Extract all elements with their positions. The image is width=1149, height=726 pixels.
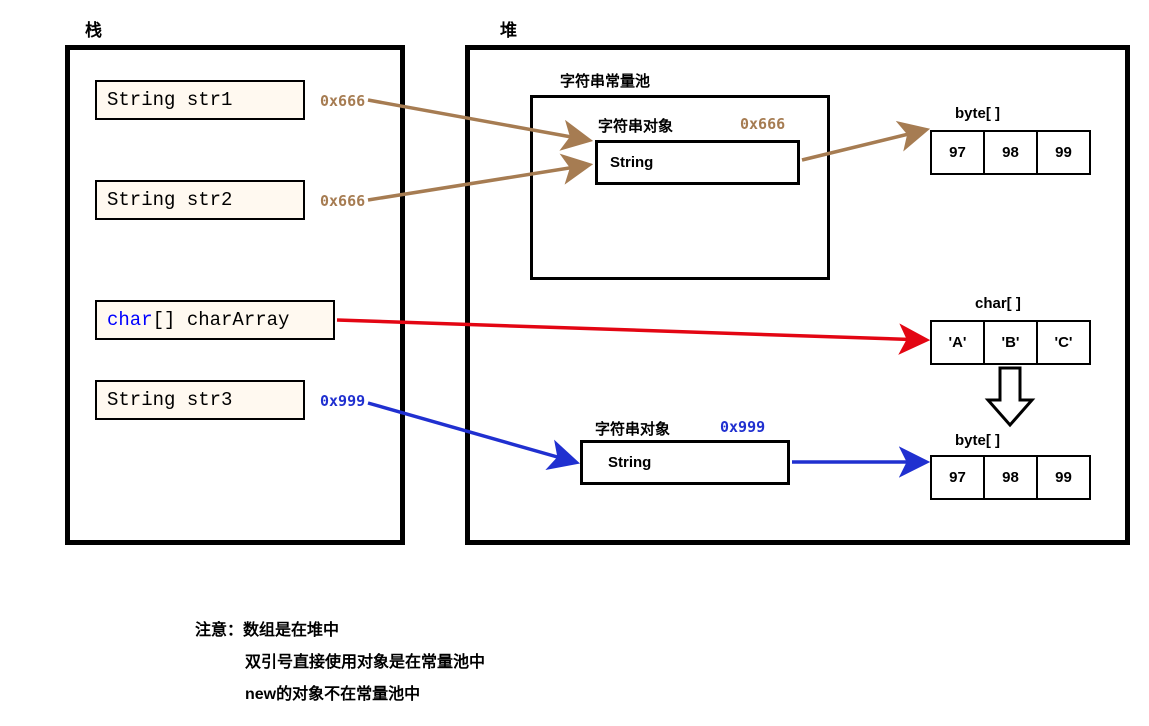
addr-str1: 0x666 [320,92,365,110]
byte-arr1-cell: 98 [983,130,1038,175]
byte-arr2-cell: 97 [930,455,985,500]
char-arr-cell: 'A' [930,320,985,365]
stack-item-str3: String str3 [95,380,305,420]
string-obj1-label: 字符串对象 [598,115,673,136]
addr-str2: 0x666 [320,192,365,210]
byte-arr1-cell: 99 [1036,130,1091,175]
stack-item-label: String str3 [107,389,232,411]
string-obj1-addr: 0x666 [740,115,785,133]
char-arr-cell: 'B' [983,320,1038,365]
stack-item-str1: String str1 [95,80,305,120]
byte-arr2-label: byte[ ] [955,432,1000,449]
string-obj1-box: String [595,140,800,185]
stack-item-label: String str2 [107,189,232,211]
byte-arr1-cell: 97 [930,130,985,175]
stack-box [65,45,405,545]
stack-item-str2: String str2 [95,180,305,220]
string-obj2-box: String [580,440,790,485]
notes-line: new的对象不在常量池中 [195,679,485,711]
byte-arr1-label: byte[ ] [955,105,1000,122]
notes-prefix: 注意： [195,622,243,639]
const-pool-label: 字符串常量池 [560,70,650,91]
string-obj2-addr: 0x999 [720,418,765,436]
notes: 注意：数组是在堆中 双引号直接使用对象是在常量池中 new的对象不在常量池中 [195,615,485,711]
stack-item-label: char[] charArray [107,309,289,331]
stack-item-chararray: char[] charArray [95,300,335,340]
string-obj1-value: String [610,154,653,171]
addr-str3: 0x999 [320,392,365,410]
byte-arr2-cells: 97 98 99 [930,455,1091,500]
string-obj2-value: String [608,454,651,471]
char-arr-cell: 'C' [1036,320,1091,365]
stack-item-label: String str1 [107,89,232,111]
stack-title: 栈 [85,16,102,41]
byte-arr2-cell: 99 [1036,455,1091,500]
notes-line: 数组是在堆中 [243,622,339,639]
string-obj2-label: 字符串对象 [595,418,670,439]
heap-title: 堆 [500,16,517,41]
byte-arr2-cell: 98 [983,455,1038,500]
char-arr-cells: 'A' 'B' 'C' [930,320,1091,365]
byte-arr1-cells: 97 98 99 [930,130,1091,175]
char-arr-label: char[ ] [975,295,1021,312]
notes-line: 双引号直接使用对象是在常量池中 [195,647,485,679]
